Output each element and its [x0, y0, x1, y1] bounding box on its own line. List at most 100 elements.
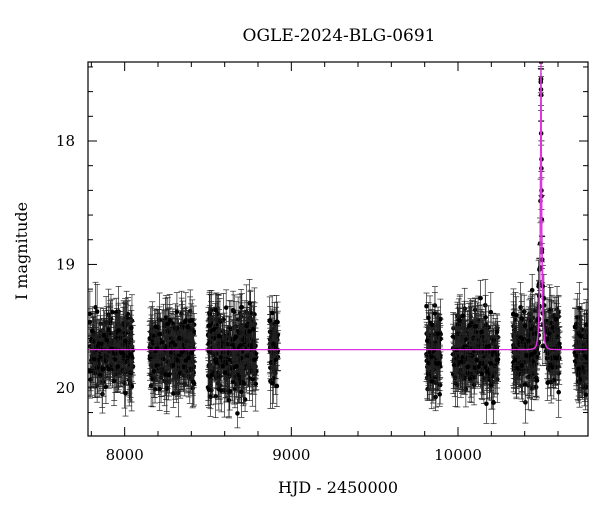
data-point — [164, 297, 171, 351]
data-marker — [171, 391, 176, 396]
data-point — [100, 345, 107, 392]
data-marker — [97, 372, 103, 378]
data-marker — [239, 304, 245, 310]
data-marker — [168, 350, 174, 355]
data-marker — [103, 358, 109, 364]
data-marker — [239, 389, 244, 395]
data-marker — [226, 397, 232, 403]
data-point — [127, 342, 134, 367]
data-point — [170, 379, 177, 408]
data-point — [128, 309, 135, 346]
data-marker — [190, 379, 196, 385]
data-marker — [233, 334, 239, 340]
data-marker — [213, 307, 218, 313]
data-marker — [123, 390, 128, 396]
data-marker — [235, 372, 240, 377]
data-point — [101, 318, 108, 353]
data-point — [94, 350, 101, 385]
data-marker — [160, 356, 166, 362]
data-marker — [252, 357, 257, 362]
data-point — [187, 296, 194, 346]
data-point — [112, 346, 119, 373]
data-marker — [189, 350, 195, 356]
data-marker — [433, 394, 438, 400]
data-marker — [88, 377, 93, 382]
data-marker — [230, 343, 235, 348]
data-point — [156, 306, 163, 362]
data-points — [88, 62, 588, 429]
data-point — [115, 302, 122, 358]
data-marker — [274, 319, 279, 325]
data-point — [94, 283, 101, 340]
data-marker — [152, 333, 157, 339]
data-marker — [207, 339, 212, 345]
data-marker — [157, 386, 163, 392]
data-marker — [247, 329, 252, 334]
data-marker — [270, 380, 275, 386]
data-marker — [93, 305, 98, 310]
data-marker — [125, 355, 130, 361]
data-marker — [238, 343, 243, 348]
data-point — [124, 338, 131, 378]
data-point — [111, 356, 118, 407]
data-marker — [437, 392, 443, 397]
data-marker — [220, 363, 226, 369]
data-marker — [271, 341, 276, 347]
data-marker — [116, 328, 121, 333]
data-marker — [94, 365, 100, 370]
data-marker — [235, 411, 240, 416]
data-marker — [112, 356, 118, 362]
data-marker — [167, 317, 173, 323]
data-point — [146, 341, 153, 376]
data-marker — [206, 387, 212, 392]
data-point — [150, 359, 157, 384]
data-marker — [227, 388, 233, 394]
data-marker — [157, 331, 162, 337]
data-marker — [230, 307, 236, 313]
data-marker — [109, 309, 115, 315]
data-point — [162, 352, 169, 397]
data-marker — [104, 337, 110, 343]
data-marker — [113, 334, 118, 340]
data-marker — [186, 355, 192, 361]
data-marker — [115, 364, 121, 369]
data-point — [153, 353, 160, 379]
data-marker — [119, 350, 125, 356]
data-marker — [91, 356, 97, 362]
data-marker — [223, 305, 229, 310]
data-marker — [106, 367, 112, 372]
data-marker — [94, 309, 100, 314]
data-marker — [274, 383, 280, 389]
data-marker — [128, 352, 133, 357]
data-point — [156, 367, 163, 411]
data-marker — [222, 370, 228, 375]
data-marker — [246, 353, 251, 358]
data-point — [190, 356, 197, 407]
data-point — [114, 345, 121, 388]
data-marker — [253, 381, 259, 387]
data-marker — [179, 349, 185, 355]
data-point — [108, 331, 115, 366]
data-marker — [424, 303, 429, 309]
data-marker — [177, 370, 183, 376]
data-marker — [101, 366, 106, 371]
data-marker — [221, 317, 226, 322]
data-marker — [216, 333, 222, 339]
data-marker — [271, 376, 276, 381]
data-marker — [153, 324, 159, 329]
data-point — [91, 347, 98, 371]
data-marker — [244, 323, 249, 329]
data-marker — [182, 319, 188, 325]
data-marker — [209, 372, 215, 377]
data-marker — [101, 332, 107, 338]
data-point — [185, 345, 192, 371]
data-point — [169, 324, 176, 361]
data-marker — [253, 351, 258, 356]
data-marker — [163, 372, 168, 377]
data-marker — [171, 362, 176, 368]
data-marker — [106, 327, 111, 332]
data-marker — [174, 309, 180, 315]
data-marker — [170, 340, 176, 345]
data-marker — [174, 357, 180, 363]
